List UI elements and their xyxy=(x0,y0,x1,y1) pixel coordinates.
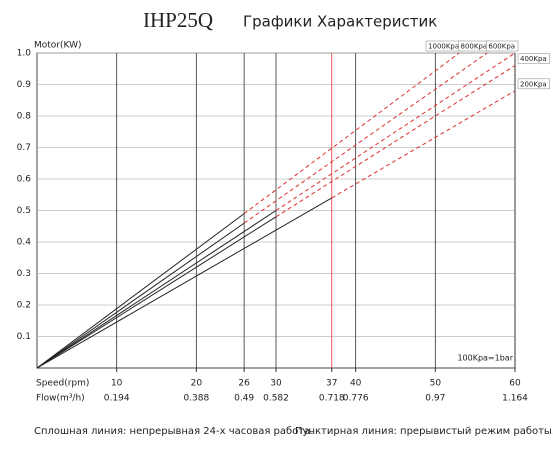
annotation: 100Kpa=1bar xyxy=(457,354,513,363)
dashed-line xyxy=(243,52,460,215)
x2-tick-label: 0.97 xyxy=(425,394,445,404)
dashed-line xyxy=(275,52,516,211)
dashed-line xyxy=(243,52,488,224)
legend-box xyxy=(486,40,519,52)
x2-tick-label: 0.582 xyxy=(263,394,289,404)
chart-subtitle: Графики Характеристик xyxy=(243,13,437,31)
x-tick-label: 20 xyxy=(191,379,203,389)
solid-line xyxy=(36,216,277,369)
legend-box xyxy=(517,53,550,64)
legend-box xyxy=(517,78,550,90)
y-tick-label: 0.7 xyxy=(17,143,31,153)
note: Сплошная линия: непрерывная 24-х часовая… xyxy=(34,426,313,437)
x-tick-label: 30 xyxy=(270,379,282,389)
solid-line xyxy=(36,213,245,369)
x2-tick-label: 0.718 xyxy=(319,394,345,404)
y-tick-label: 0.4 xyxy=(17,238,32,248)
y-tick-label: 1.0 xyxy=(17,49,32,59)
solid-line xyxy=(36,222,245,369)
x2-tick-label: 0.776 xyxy=(343,394,369,404)
legend-label: 1000Kpa xyxy=(428,43,459,51)
y-tick-label: 0.6 xyxy=(17,175,32,185)
legend-label: 200Kpa xyxy=(520,80,547,88)
x2-tick-label: 1.164 xyxy=(502,394,528,404)
x-tick-label: 37 xyxy=(326,379,337,389)
y-tick-label: 0.8 xyxy=(17,112,32,122)
chart-title: IHP25Q xyxy=(143,8,213,32)
x-tick-label: 10 xyxy=(111,379,123,389)
y-tick-label: 0.9 xyxy=(17,80,32,90)
legend-label: 800Kpa xyxy=(461,43,488,51)
x2-tick-label: 0.194 xyxy=(104,394,130,404)
legend-label: 600Kpa xyxy=(488,43,515,51)
dashed-line xyxy=(331,90,516,199)
legend-label: 400Kpa xyxy=(520,55,547,63)
x-tick-label: 50 xyxy=(430,379,442,389)
x2-tick-label: 0.49 xyxy=(234,394,254,404)
x2-tick-label: 0.388 xyxy=(183,394,209,404)
solid-line xyxy=(36,210,277,369)
dashed-line xyxy=(275,65,516,218)
y-tick-label: 0.5 xyxy=(17,206,31,216)
x-axis-label: Speed(rpm) xyxy=(36,379,89,389)
x2-axis-label: Flow(m³/h) xyxy=(36,394,85,404)
note: Пунктирная линия: прерывистый режим рабо… xyxy=(295,426,553,437)
y-tick-label: 0.3 xyxy=(17,269,31,279)
x-tick-label: 40 xyxy=(350,379,362,389)
x-tick-label: 26 xyxy=(238,379,250,389)
y-tick-label: 0.1 xyxy=(17,332,31,342)
x-tick-label: 60 xyxy=(509,379,521,389)
y-tick-label: 0.2 xyxy=(17,301,31,311)
solid-line xyxy=(36,197,333,369)
y-axis-label: Motor(KW) xyxy=(34,41,82,51)
